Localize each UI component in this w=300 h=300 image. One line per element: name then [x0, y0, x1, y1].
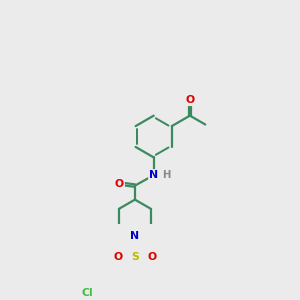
- Text: N: N: [130, 231, 140, 242]
- Text: O: O: [113, 252, 122, 262]
- Text: O: O: [185, 95, 194, 105]
- Text: O: O: [115, 178, 124, 188]
- Text: O: O: [148, 252, 157, 262]
- Text: N: N: [149, 170, 158, 180]
- Text: H: H: [162, 170, 170, 180]
- Text: Cl: Cl: [82, 288, 93, 298]
- Text: S: S: [131, 252, 139, 262]
